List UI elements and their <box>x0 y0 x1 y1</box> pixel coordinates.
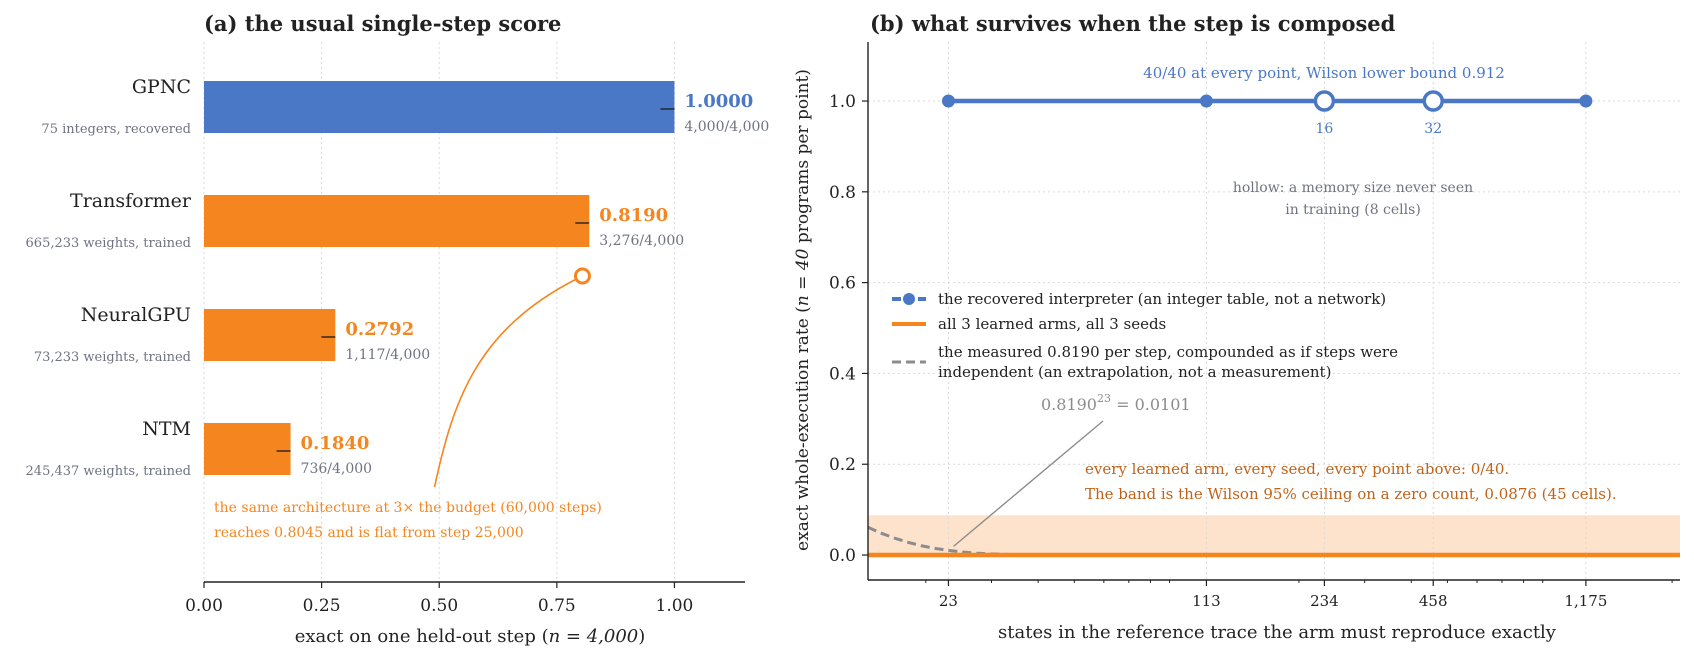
legend-label-extrapolation-line2: independent (an extrapolation, not a mea… <box>938 363 1331 381</box>
legend-label-learned: all 3 learned arms, all 3 seeds <box>938 315 1166 333</box>
bar-value-label: 0.2792 <box>345 319 414 340</box>
interpreter-point <box>1579 94 1593 108</box>
panel-a-xtick-label: 0.50 <box>420 596 458 616</box>
panel-b-legend: the recovered interpreter (an integer ta… <box>892 290 1398 381</box>
category-sublabel: 245,437 weights, trained <box>26 464 191 479</box>
panel-b-ytick-label: 0.0 <box>829 546 856 566</box>
bar <box>204 309 336 361</box>
panel-b-xtick-label: 234 <box>1310 592 1339 610</box>
bar-value-label: 0.1840 <box>301 433 370 454</box>
panel-b-hollow-note-line1: hollow: a memory size never seen <box>1233 180 1473 196</box>
legend-label-extrapolation-line1: the measured 0.8190 per step, compounded… <box>938 343 1398 361</box>
bar-count-label: 4,000/4,000 <box>684 119 769 135</box>
panel-b-formula-pointer <box>953 420 1104 547</box>
panel-a-xtick-label: 0.75 <box>538 596 576 616</box>
panel-b: (b) what survives when the step is compo… <box>793 11 1680 643</box>
extra-point-arrow <box>433 278 577 488</box>
panel-b-series: 16 32 <box>867 90 1680 558</box>
panel-a-title: (a) the usual single-step score <box>204 11 561 36</box>
panel-a-xlabel: exact on one held-out step (n = 4,000) <box>295 626 646 647</box>
category-label: GPNC <box>132 76 191 98</box>
panel-a-xtick-label: 0.00 <box>185 596 223 616</box>
panel-b-wilson-band <box>868 515 1680 556</box>
wilson-band <box>868 515 1680 556</box>
panel-b-xtick-label: 458 <box>1419 592 1448 610</box>
category-sublabel: 665,233 weights, trained <box>26 236 191 251</box>
panel-b-xlabel: states in the reference trace the arm mu… <box>998 622 1557 643</box>
panel-b-orange-note-line2: The band is the Wilson 95% ceiling on a … <box>1085 485 1617 503</box>
extra-point-marker <box>573 267 591 285</box>
category-label: NTM <box>142 418 191 440</box>
bar-count-label: 3,276/4,000 <box>599 233 684 249</box>
panel-b-ytick-label: 0.8 <box>829 183 856 203</box>
panel-a-xtick-label: 1.00 <box>656 596 694 616</box>
panel-a-annotation-line2: reaches 0.8045 and is flat from step 25,… <box>214 525 524 541</box>
hollow-point-label: 32 <box>1424 121 1442 137</box>
panel-b-ytick-label: 0.4 <box>829 364 856 384</box>
bar <box>204 423 291 475</box>
interpreter-point-hollow <box>1313 90 1336 112</box>
panel-a-bars: 1.0000 4,000/4,000 GPNC 75 integers, recove… <box>26 76 769 488</box>
panel-b-title: (b) what survives when the step is compo… <box>870 11 1396 36</box>
hollow-point-label: 16 <box>1315 121 1333 137</box>
panel-b-axes: 0.0 0.2 0.4 0.6 0.8 1.0 23 113 234 458 1,175 <box>829 42 1680 610</box>
panel-b-xtick-label: 113 <box>1192 592 1221 610</box>
interpreter-point <box>941 94 955 108</box>
bar-count-label: 736/4,000 <box>301 461 373 477</box>
panel-b-xtick-label: 1,175 <box>1564 592 1607 610</box>
panel-b-ytick-label: 1.0 <box>829 92 856 112</box>
panel-b-ytick-label: 0.6 <box>829 274 856 294</box>
legend-label-interpreter: the recovered interpreter (an integer ta… <box>938 290 1386 308</box>
panel-b-top-annotation: 40/40 at every point, Wilson lower bound… <box>1143 64 1505 82</box>
category-sublabel: 73,233 weights, trained <box>34 350 191 365</box>
interpreter-point-hollow <box>1422 90 1444 112</box>
panel-b-hollow-note-line2: in training (8 cells) <box>1285 202 1421 218</box>
category-sublabel: 75 integers, recovered <box>41 122 191 137</box>
panel-a-xtick-label: 0.25 <box>303 596 341 616</box>
bar-count-label: 1,117/4,000 <box>345 347 430 363</box>
panel-b-ytick-label: 0.2 <box>829 455 856 475</box>
bar <box>204 81 675 133</box>
bar-value-label: 0.8190 <box>599 205 668 226</box>
bar <box>204 195 590 247</box>
category-label: NeuralGPU <box>81 304 191 326</box>
panel-b-formula: 0.819023 = 0.0101 <box>1041 392 1191 414</box>
category-label: Transformer <box>70 190 192 212</box>
panel-a: (a) the usual single-step score 1.0000 4,… <box>26 11 770 647</box>
panel-b-ylabel: exact whole-execution rate (n = 40 progr… <box>793 69 813 551</box>
bar-value-label: 1.0000 <box>684 91 753 112</box>
panel-b-xtick-label: 23 <box>939 592 958 610</box>
panel-a-axes: 0.00 0.25 0.50 0.75 1.00 <box>185 581 745 616</box>
legend-dot-interpreter <box>903 293 915 305</box>
interpreter-point <box>1199 94 1213 108</box>
panel-a-annotation-line1: the same architecture at 3× the budget (… <box>214 500 602 516</box>
panel-b-orange-note-line1: every learned arm, every seed, every poi… <box>1085 460 1509 478</box>
